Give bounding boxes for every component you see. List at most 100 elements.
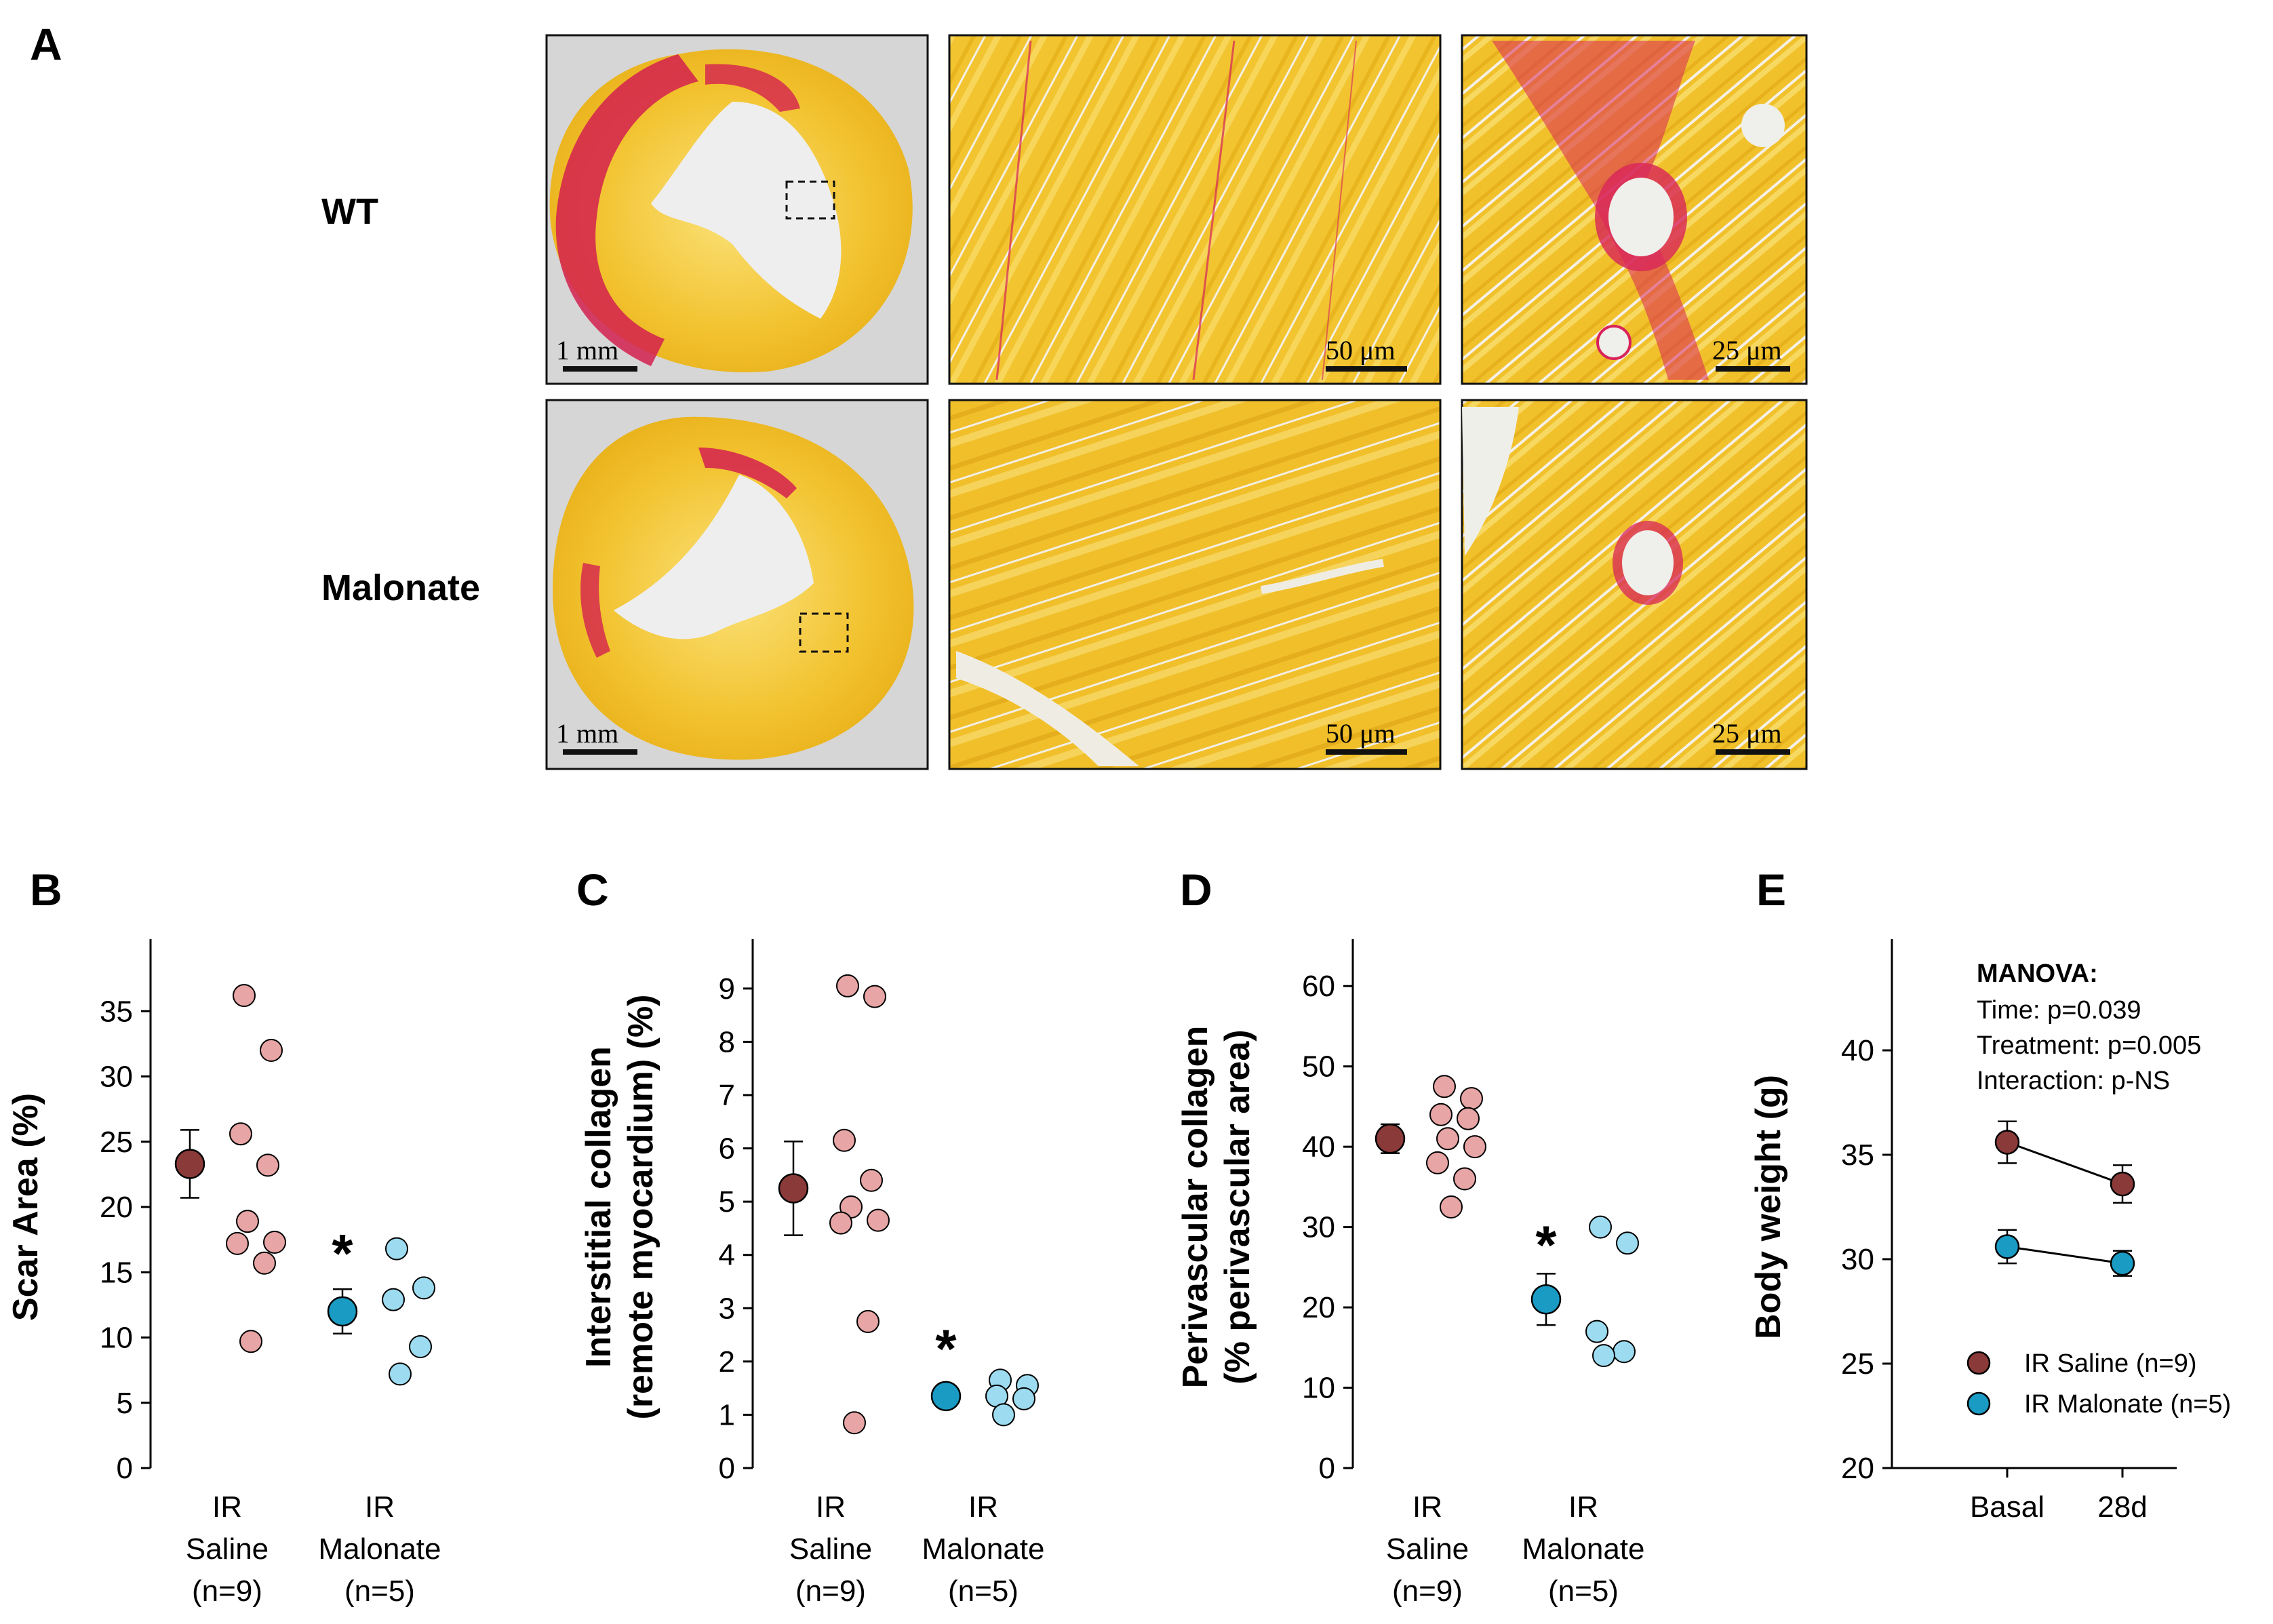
panel-label-C: C [576,865,609,915]
data-point [1453,1167,1476,1191]
y-tick-label: 50 [1302,1050,1335,1084]
mean-point [1530,1284,1562,1315]
y-tick-label: 0 [719,1452,735,1485]
data-point [263,1230,286,1254]
data-point [863,985,886,1008]
significance-marker: * [332,1223,353,1284]
data-point [1994,1130,2020,1155]
row-label-malonate: Malonate [321,568,480,608]
legend-marker [1966,1351,1991,1375]
data-point [260,1039,283,1062]
category-label: Saline [789,1532,872,1566]
y-axis-label: Scar Area (%) [6,1093,45,1321]
y-tick-label: 20 [1302,1291,1335,1324]
category-label: (n=5) [948,1575,1019,1608]
category-label: Malonate [1522,1532,1644,1566]
y-tick-label: 2 [719,1345,735,1379]
data-point [833,1128,856,1152]
data-point [229,1122,252,1146]
mean-point [1375,1124,1406,1154]
scale-bar-label: 50 μm [1326,718,1396,749]
scale-bar-label: 25 μm [1712,718,1782,749]
y-tick-label: 30 [1841,1243,1874,1276]
category-label: IR [968,1490,998,1524]
data-point [1589,1215,1612,1239]
y-tick-label: 10 [100,1322,133,1355]
image-wt-remote-myocardium [948,34,1442,385]
y-tick-label: 5 [117,1387,133,1420]
legend-label: IR Saline (n=9) [2024,1349,2197,1378]
row-label-wt: WT [321,191,378,232]
y-tick-label: 30 [100,1061,133,1094]
y-tick-label: 1 [719,1398,735,1431]
data-point [256,1153,279,1177]
data-point [829,1211,852,1235]
data-point [843,1411,866,1435]
data-point [1613,1340,1636,1364]
category-label: Malonate [318,1532,441,1566]
data-point [867,1208,890,1232]
y-tick-label: 35 [100,995,133,1028]
data-point [233,984,256,1008]
y-axis-label: (% perivascular area) [1218,1029,1257,1384]
data-point [1429,1103,1452,1126]
data-point [2110,1171,2135,1197]
y-tick-label: 3 [719,1292,735,1325]
x-tick-label: Basal [1970,1490,2044,1524]
data-point [239,1330,262,1353]
y-tick-label: 4 [719,1239,735,1272]
panel-label-E: E [1756,865,1786,915]
y-tick-label: 8 [719,1025,735,1058]
data-point [860,1168,883,1192]
category-label: (n=5) [1548,1575,1619,1608]
scale-bar-label: 25 μm [1712,335,1782,365]
data-point [1463,1135,1486,1159]
category-label: Saline [186,1532,269,1566]
y-tick-label: 25 [100,1126,133,1159]
y-axis-label: Interstitial collagen [579,1046,618,1368]
data-point [992,1403,1015,1427]
data-point [1440,1195,1463,1219]
data-point [382,1288,405,1311]
data-point [412,1276,435,1300]
y-tick-label: 0 [1319,1452,1335,1485]
y-tick-label: 5 [719,1185,735,1219]
category-label: (n=9) [1392,1575,1463,1608]
x-tick-label: 28d [2097,1490,2147,1524]
image-malonate-remote-myocardium [948,399,1442,770]
category-label: IR [365,1490,395,1524]
category-label: (n=5) [344,1575,415,1608]
mean-point [174,1149,205,1179]
data-point [2110,1250,2135,1276]
y-tick-label: 25 [1841,1347,1874,1381]
category-label: IR [816,1490,846,1524]
y-tick-label: 10 [1302,1372,1335,1405]
panel-label-A: A [30,19,62,69]
y-tick-label: 30 [1302,1211,1335,1244]
data-point [1433,1075,1456,1098]
y-tick-label: 35 [1841,1138,1874,1172]
data-point [1616,1231,1639,1255]
y-tick-label: 40 [1302,1130,1335,1164]
category-label: (n=9) [192,1575,262,1608]
y-tick-label: 60 [1302,970,1335,1003]
scale-bar-label: 1 mm [556,335,618,365]
annotation-title: MANOVA: [1977,959,2098,988]
annotation-line: Time: p=0.039 [1977,996,2141,1025]
y-tick-label: 7 [719,1079,735,1112]
annotation-line: Treatment: p=0.005 [1977,1031,2201,1060]
data-point [236,1210,259,1233]
data-point [1460,1087,1483,1111]
data-point [1585,1320,1608,1343]
legend-marker [1966,1391,1991,1416]
y-tick-label: 9 [719,972,735,1006]
image-wt-perivascular [1461,34,1808,385]
series-line [2007,1246,2123,1265]
data-point [253,1251,276,1275]
series-line [2007,1141,2123,1185]
mean-point [778,1173,809,1204]
significance-marker: * [1535,1215,1557,1275]
y-tick-label: 0 [117,1452,133,1485]
